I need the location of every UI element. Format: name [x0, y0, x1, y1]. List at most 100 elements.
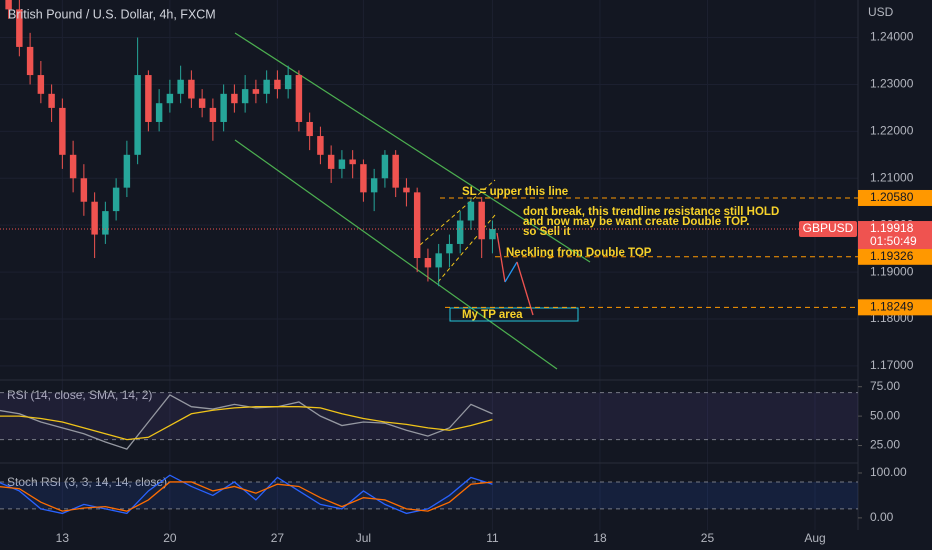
candle-body — [220, 93, 227, 122]
indicator-title: Stoch RSI (3, 3, 14, 14, close) — [7, 475, 167, 489]
candle-body — [370, 178, 378, 193]
y-tick-label: 1.17000 — [870, 358, 914, 372]
price-pane — [5, 0, 591, 370]
indicator-line — [0, 481, 493, 512]
annotation: SL = upper this line — [462, 186, 568, 198]
indicator-line — [0, 474, 493, 515]
candle-body — [306, 121, 313, 137]
candle-body — [16, 9, 23, 47]
x-tick-label: 20 — [163, 531, 177, 545]
x-tick-label: 11 — [486, 531, 499, 545]
x-tick-label: Jul — [356, 531, 371, 545]
level-label: 1.19326 — [870, 249, 914, 263]
annotation: dont break, this trendline resistance st… — [523, 206, 779, 218]
symbol-box — [799, 221, 857, 238]
candle-body — [155, 103, 163, 122]
candle-body — [424, 258, 432, 268]
candle-body — [123, 154, 131, 188]
candle-body — [338, 159, 346, 169]
axis-unit: USD — [868, 5, 894, 19]
y-tick-label: 1.21000 — [870, 170, 914, 184]
candle-body — [102, 211, 109, 235]
candle-body — [327, 154, 335, 169]
channel-lower — [234, 139, 558, 370]
candle-body — [274, 79, 281, 90]
y-tick-label: 1.22000 — [870, 124, 914, 138]
y-tick-label: 1.23000 — [870, 77, 914, 91]
candle-body — [413, 192, 421, 259]
indicator-line — [0, 406, 493, 441]
band-fill — [0, 392, 858, 440]
candle-body — [435, 253, 442, 268]
annotation: Neckling from Double TOP — [506, 247, 652, 259]
band-fill — [0, 481, 858, 509]
candle-body — [360, 164, 367, 193]
level-label-box — [858, 248, 932, 265]
candle-body — [177, 79, 184, 94]
candle-body — [91, 201, 98, 235]
symbol-label: GBPUSD — [803, 221, 854, 235]
chart-title: British Pound / U.S. Dollar, 4h, FXCM — [8, 7, 216, 21]
y-tick-label: 50.00 — [870, 408, 900, 422]
arrow-down — [516, 261, 534, 316]
y-tick-label: 25.00 — [870, 438, 900, 452]
candle-body — [5, 0, 12, 10]
candle-body — [478, 201, 485, 240]
candle-body — [241, 89, 249, 104]
candle-body — [209, 107, 217, 122]
candle-body — [446, 243, 453, 254]
candle-body — [188, 79, 195, 99]
annotation: so Sell it — [523, 226, 570, 238]
candle-body — [403, 187, 410, 193]
indicator-title: RSI (14, close, SMA, 14, 2) — [7, 388, 152, 402]
x-tick-label: 25 — [701, 531, 715, 545]
candle-body — [134, 75, 141, 155]
candle-body — [112, 187, 120, 212]
candle-body — [69, 154, 77, 179]
annotation: My TP area — [462, 309, 523, 321]
arrow-up — [504, 261, 518, 283]
y-tick-label: 1.19000 — [870, 264, 914, 278]
x-tick-label: Aug — [804, 531, 825, 545]
candle-body — [198, 98, 206, 108]
candle-body — [381, 154, 389, 179]
y-tick-label: 0.00 — [870, 510, 894, 524]
candle-body — [231, 93, 238, 104]
candle-body — [37, 75, 45, 94]
price-label: 1.19918 — [870, 221, 914, 235]
candle-body — [467, 201, 475, 221]
y-tick-label: 75.00 — [870, 379, 900, 393]
wedge-upper — [419, 179, 496, 246]
candle-body — [456, 220, 464, 244]
level-label-box — [858, 299, 932, 316]
y-tick-label: 100.00 — [870, 465, 907, 479]
arrow-down — [496, 232, 506, 283]
level-label: 1.20580 — [870, 190, 914, 204]
candle-body — [59, 107, 66, 155]
candle-body — [252, 89, 260, 94]
candle-body — [284, 75, 292, 90]
candle-body — [80, 178, 88, 202]
x-tick-label: 18 — [593, 531, 607, 545]
candle-body — [489, 228, 496, 240]
channel-upper — [234, 32, 591, 263]
candle-body — [48, 93, 55, 108]
candle-body — [166, 93, 174, 104]
wedge-lower — [437, 214, 496, 283]
annotation: and now may be want create Double TOP. — [523, 216, 749, 228]
candle-body — [349, 159, 356, 165]
candle-body — [392, 154, 399, 188]
level-label: 1.18249 — [870, 300, 914, 314]
indicator-line — [0, 394, 493, 450]
candle-body — [145, 75, 152, 122]
candle-body — [26, 46, 34, 76]
y-tick-label: 1.24000 — [870, 30, 914, 44]
candle-body — [295, 75, 303, 122]
x-tick-label: 27 — [271, 531, 285, 545]
tp-box — [449, 307, 579, 322]
candle-body — [317, 136, 324, 155]
countdown-label: 01:50:49 — [870, 234, 917, 248]
x-tick-label: 13 — [56, 531, 70, 545]
price-box — [858, 221, 932, 250]
